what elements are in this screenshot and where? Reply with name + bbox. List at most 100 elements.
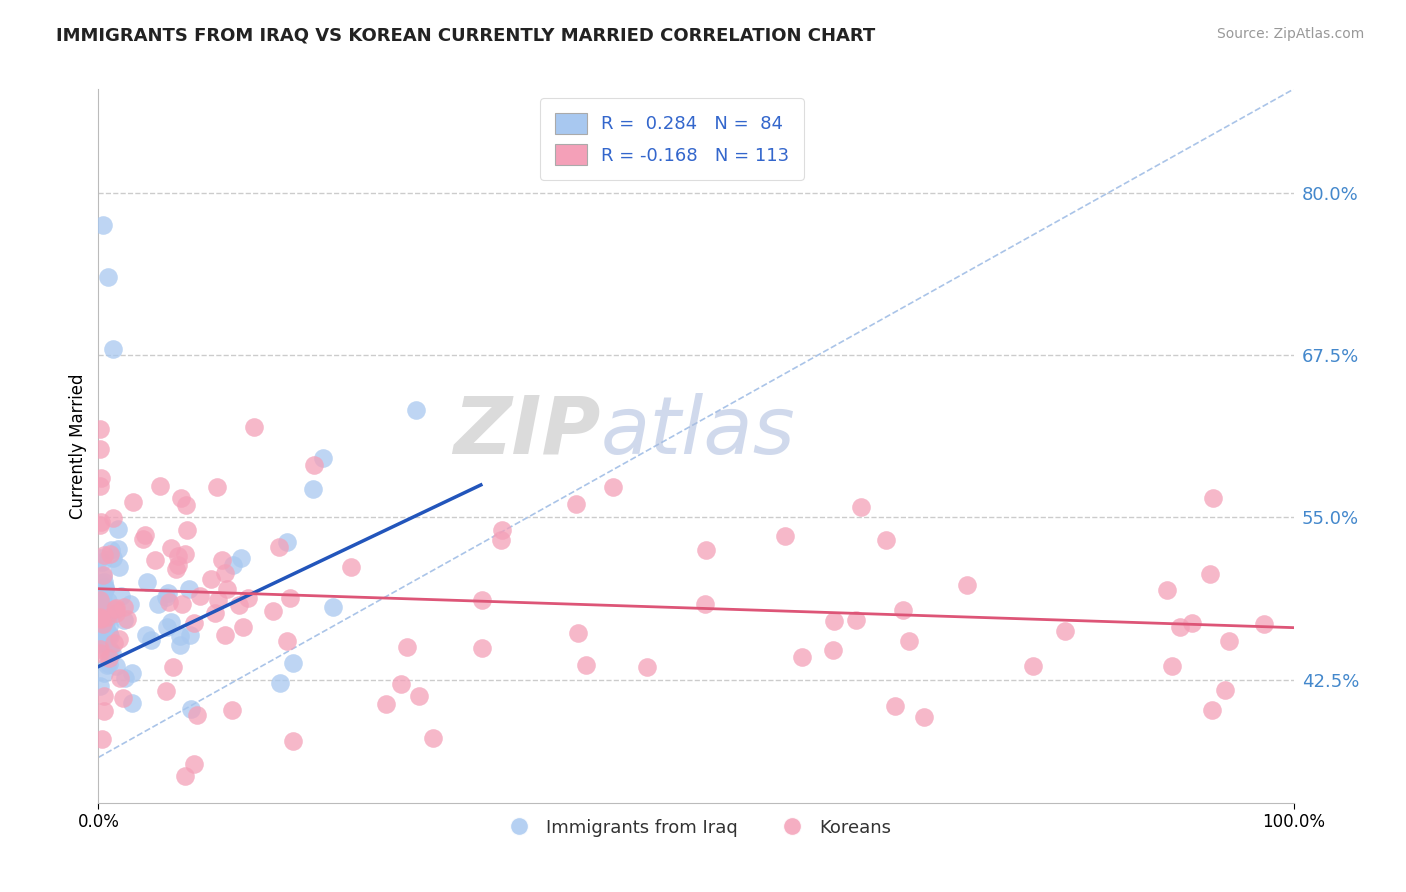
Point xyxy=(1053,624,1076,639)
Point xyxy=(695,543,717,558)
Point xyxy=(93,584,115,599)
Text: Source: ZipAtlas.com: Source: ZipAtlas.com xyxy=(1216,27,1364,41)
Point xyxy=(221,702,243,716)
Point xyxy=(93,580,115,594)
Point xyxy=(174,498,197,512)
Point xyxy=(112,600,135,615)
Point xyxy=(89,625,111,640)
Point xyxy=(93,632,115,647)
Point xyxy=(93,569,115,583)
Point xyxy=(103,604,125,618)
Point xyxy=(956,578,979,592)
Point xyxy=(231,551,253,566)
Point xyxy=(232,620,254,634)
Point xyxy=(155,591,177,605)
Point xyxy=(98,618,121,632)
Point xyxy=(91,555,114,569)
Point xyxy=(89,422,111,436)
Point xyxy=(93,689,115,703)
Point xyxy=(90,599,112,613)
Point xyxy=(97,270,120,285)
Point xyxy=(1022,659,1045,673)
Point xyxy=(91,591,114,606)
Point xyxy=(200,572,222,586)
Point xyxy=(489,533,512,548)
Point xyxy=(91,617,114,632)
Point xyxy=(112,691,135,706)
Point xyxy=(90,612,112,626)
Point xyxy=(96,658,118,673)
Point xyxy=(222,558,245,573)
Point xyxy=(211,552,233,566)
Point xyxy=(143,552,166,566)
Point xyxy=(773,528,796,542)
Point xyxy=(207,480,229,494)
Point xyxy=(845,613,868,627)
Point xyxy=(396,640,419,655)
Point xyxy=(173,769,195,783)
Point xyxy=(94,582,117,596)
Text: atlas: atlas xyxy=(600,392,796,471)
Point xyxy=(135,575,157,590)
Point xyxy=(146,597,169,611)
Point xyxy=(112,613,135,627)
Point xyxy=(91,618,114,632)
Point xyxy=(157,595,180,609)
Point xyxy=(91,603,114,617)
Point xyxy=(89,517,111,532)
Point xyxy=(89,610,111,624)
Point xyxy=(91,219,114,233)
Point xyxy=(104,601,127,615)
Point xyxy=(89,479,111,493)
Point xyxy=(156,586,179,600)
Point xyxy=(567,626,589,640)
Point xyxy=(891,603,914,617)
Point xyxy=(160,541,183,555)
Point xyxy=(93,617,115,632)
Point xyxy=(93,582,115,597)
Point xyxy=(1253,617,1275,632)
Point xyxy=(121,495,143,509)
Point xyxy=(243,419,266,434)
Point xyxy=(97,651,120,665)
Point xyxy=(114,671,136,685)
Text: ZIP: ZIP xyxy=(453,392,600,471)
Point xyxy=(90,731,112,746)
Point xyxy=(91,588,114,602)
Point xyxy=(204,606,226,620)
Point xyxy=(90,515,112,529)
Point xyxy=(115,612,138,626)
Point xyxy=(90,471,112,485)
Point xyxy=(93,575,115,590)
Point xyxy=(375,698,398,712)
Point xyxy=(1161,658,1184,673)
Point xyxy=(101,342,124,356)
Point xyxy=(183,756,205,771)
Point xyxy=(100,543,122,558)
Point xyxy=(389,677,412,691)
Point xyxy=(101,551,124,566)
Point xyxy=(104,602,127,616)
Point xyxy=(215,582,238,597)
Point xyxy=(91,585,114,599)
Point xyxy=(1156,583,1178,598)
Point xyxy=(636,660,658,674)
Point xyxy=(103,636,125,650)
Point xyxy=(98,627,121,641)
Point xyxy=(107,559,129,574)
Point xyxy=(176,523,198,537)
Point xyxy=(156,620,179,634)
Point xyxy=(120,598,142,612)
Point xyxy=(207,593,229,607)
Point xyxy=(89,646,111,660)
Point xyxy=(269,541,291,555)
Point xyxy=(96,610,118,624)
Legend: Immigrants from Iraq, Koreans: Immigrants from Iraq, Koreans xyxy=(494,812,898,844)
Point xyxy=(281,734,304,748)
Point xyxy=(93,624,115,638)
Point xyxy=(823,614,845,628)
Point xyxy=(108,632,131,647)
Point xyxy=(89,595,111,609)
Point xyxy=(121,665,143,680)
Point xyxy=(101,646,124,660)
